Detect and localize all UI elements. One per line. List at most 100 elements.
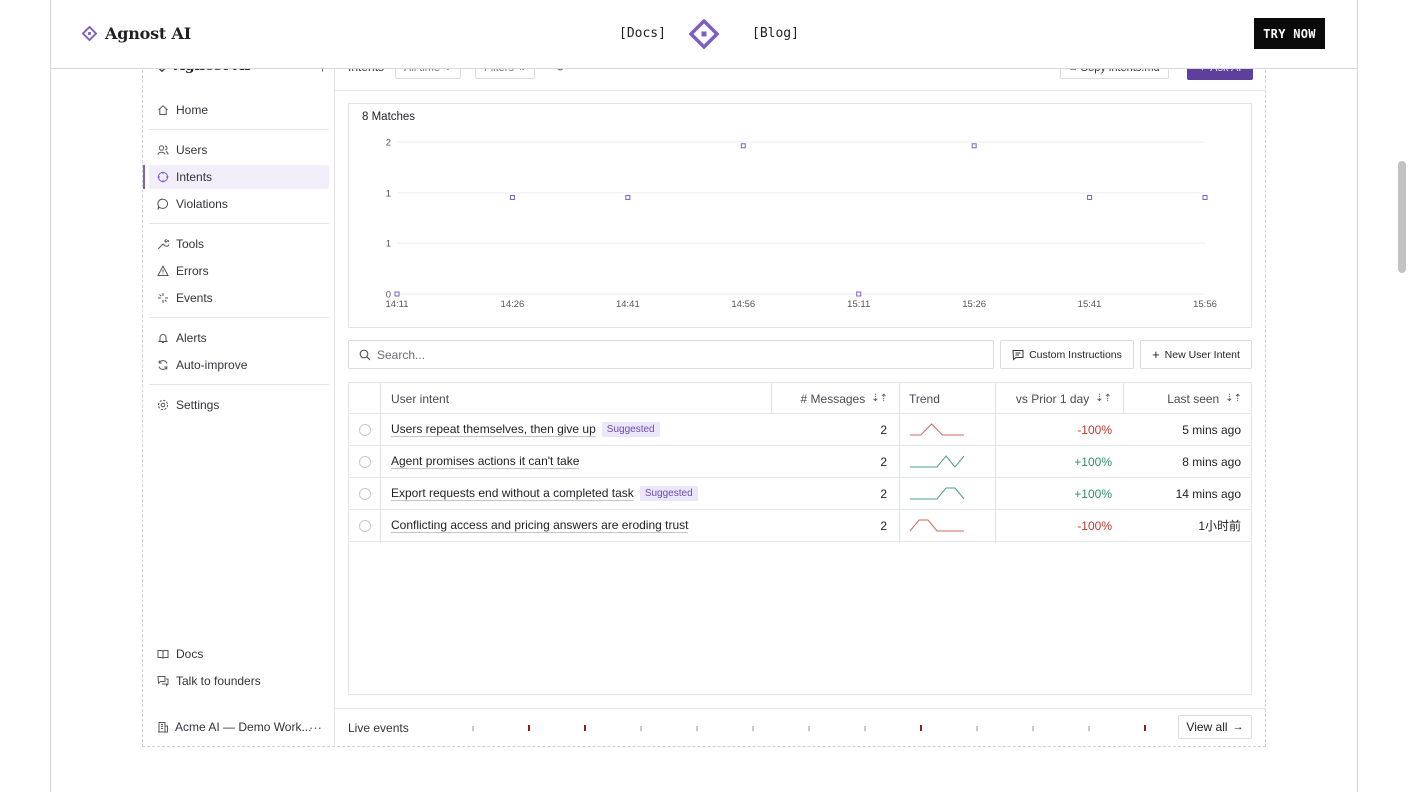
sidebar-item-tools[interactable]: Tools xyxy=(149,232,329,256)
header-divider xyxy=(50,68,1358,69)
event-tick[interactable] xyxy=(808,726,810,731)
site-brand[interactable]: Agnost AI xyxy=(82,24,191,43)
workspace-switcher[interactable]: Acme AI — Demo Work... ··· xyxy=(143,708,335,746)
try-now-button[interactable]: TRY NOW xyxy=(1254,18,1325,49)
radio-circle xyxy=(359,488,371,500)
intent-name[interactable]: Export requests end without a completed … xyxy=(391,486,634,501)
app-window: Agnost AI <| Home Users Intents Violatio… xyxy=(142,40,1266,747)
column-header-label: vs Prior 1 day xyxy=(1015,391,1090,406)
live-events-label: Live events xyxy=(348,721,409,735)
sidebar-item-talk-to-founders[interactable]: Talk to founders xyxy=(149,669,329,693)
table-row[interactable]: Users repeat themselves, then give up Sug… xyxy=(349,414,1251,446)
table-row[interactable]: Export requests end without a completed … xyxy=(349,478,1251,510)
event-tick[interactable] xyxy=(1088,726,1090,731)
sort-icon: ⇣⇡ xyxy=(1225,393,1242,404)
x-tick-label: 14:56 xyxy=(731,299,755,310)
table-row[interactable]: Conflicting access and pricing answers a… xyxy=(349,510,1251,542)
sidebar-item-errors[interactable]: Errors xyxy=(149,259,329,283)
intent-name[interactable]: Users repeat themselves, then give up xyxy=(391,422,596,437)
column-header-vs-prior[interactable]: vs Prior 1 day ⇣⇡ xyxy=(995,383,1122,414)
sidebar-item-docs[interactable]: Docs xyxy=(149,642,329,666)
page-scrollbar[interactable] xyxy=(1398,161,1406,273)
trend-sparkline xyxy=(910,487,965,500)
sidebar-item-label: Docs xyxy=(176,647,204,661)
search-icon xyxy=(359,349,371,360)
sidebar-item-intents[interactable]: Intents xyxy=(143,165,329,189)
custom-instructions-button[interactable]: Custom Instructions xyxy=(1000,340,1134,369)
event-tick[interactable] xyxy=(696,726,698,731)
intent-name[interactable]: Agent promises actions it can't take xyxy=(391,454,580,469)
table-row[interactable]: Agent promises actions it can't take 2 +10… xyxy=(349,446,1251,478)
column-header-intent[interactable]: User intent xyxy=(391,383,771,414)
intent-name[interactable]: Conflicting access and pricing answers a… xyxy=(391,518,689,533)
event-tick[interactable] xyxy=(472,726,474,731)
column-header-messages[interactable]: # Messages ⇣⇡ xyxy=(771,383,898,414)
column-header-last-seen[interactable]: Last seen ⇣⇡ xyxy=(1123,383,1252,414)
sidebar-item-label: Settings xyxy=(176,398,220,412)
intent-cell[interactable]: Users repeat themselves, then give up Sug… xyxy=(391,414,771,445)
event-tick[interactable] xyxy=(640,726,642,731)
search-box[interactable] xyxy=(348,340,994,369)
intent-cell[interactable]: Agent promises actions it can't take xyxy=(391,446,771,477)
trend-cell xyxy=(909,514,969,538)
nav-blog-link[interactable]: [Blog] xyxy=(752,26,799,41)
suggested-badge: Suggested xyxy=(639,486,698,501)
event-tick-error[interactable] xyxy=(920,725,922,731)
sidebar-item-label: Talk to founders xyxy=(176,674,261,688)
row-select-radio[interactable] xyxy=(359,488,371,500)
sidebar-item-events[interactable]: Events xyxy=(149,286,329,310)
home-icon xyxy=(157,104,169,116)
event-tick[interactable] xyxy=(864,726,866,731)
warning-icon xyxy=(157,265,169,277)
main-content: Intents All time ⌄ Filters ⇅ ↻ ⧉ Copy in… xyxy=(335,40,1266,708)
sidebar-item-violations[interactable]: Violations xyxy=(149,192,329,216)
sidebar-item-home[interactable]: Home xyxy=(149,98,329,122)
sidebar-item-settings[interactable]: Settings xyxy=(149,393,329,417)
sidebar-item-users[interactable]: Users xyxy=(149,138,329,162)
event-tick-error[interactable] xyxy=(528,725,530,731)
event-tick-error[interactable] xyxy=(584,725,586,731)
event-tick[interactable] xyxy=(976,726,978,731)
intent-cell[interactable]: Export requests end without a completed … xyxy=(391,478,771,509)
column-header-label: Last seen xyxy=(1167,391,1220,406)
event-tick-error[interactable] xyxy=(1144,725,1146,731)
book-icon xyxy=(157,648,169,660)
column-divider xyxy=(995,383,996,543)
intent-cell[interactable]: Conflicting access and pricing answers a… xyxy=(391,510,771,541)
y-tick-label: 2 xyxy=(386,138,391,149)
row-select-radio[interactable] xyxy=(359,520,371,532)
messages-cell: 2 xyxy=(771,446,899,477)
event-tick[interactable] xyxy=(752,726,754,731)
sidebar-item-label: Tools xyxy=(176,237,205,251)
y-tick-label: 0 xyxy=(386,290,391,301)
vs-prior-cell: +100% xyxy=(995,446,1123,477)
chart-point xyxy=(971,143,977,149)
row-divider xyxy=(349,509,1251,510)
column-divider xyxy=(380,383,381,543)
view-all-label: View all xyxy=(1186,720,1228,734)
search-input[interactable] xyxy=(377,347,977,362)
chart-plot: 0 1 1 2 14:11 14:26 14:41 14:56 15:11 15:26 15:41 1… xyxy=(385,138,1216,311)
view-all-button[interactable]: View all → xyxy=(1178,715,1252,739)
users-icon xyxy=(157,144,169,156)
event-tick[interactable] xyxy=(1032,726,1034,731)
site-brand-name: Agnost AI xyxy=(105,24,191,43)
radio-circle xyxy=(359,520,371,532)
sidebar-item-alerts[interactable]: Alerts xyxy=(149,326,329,350)
chart-point xyxy=(394,291,400,297)
sidebar-item-auto-improve[interactable]: Auto-improve xyxy=(149,353,329,377)
sort-icon: ⇣⇡ xyxy=(871,393,888,404)
refresh-icon xyxy=(157,359,169,371)
vs-prior-cell: -100% xyxy=(995,510,1123,541)
column-header-label: # Messages xyxy=(800,391,866,406)
last-seen-cell: 8 mins ago xyxy=(1123,446,1251,477)
row-select-radio[interactable] xyxy=(359,424,371,436)
row-select-radio[interactable] xyxy=(359,456,371,468)
nav-docs-link[interactable]: [Docs] xyxy=(619,26,666,41)
sidebar-item-label: Auto-improve xyxy=(176,358,248,372)
new-user-intent-button[interactable]: + New User Intent xyxy=(1140,340,1252,369)
more-icon[interactable]: ··· xyxy=(309,719,322,735)
trend-line xyxy=(910,423,964,436)
radio-circle xyxy=(359,424,371,436)
x-tick-label: 15:41 xyxy=(1078,299,1102,310)
